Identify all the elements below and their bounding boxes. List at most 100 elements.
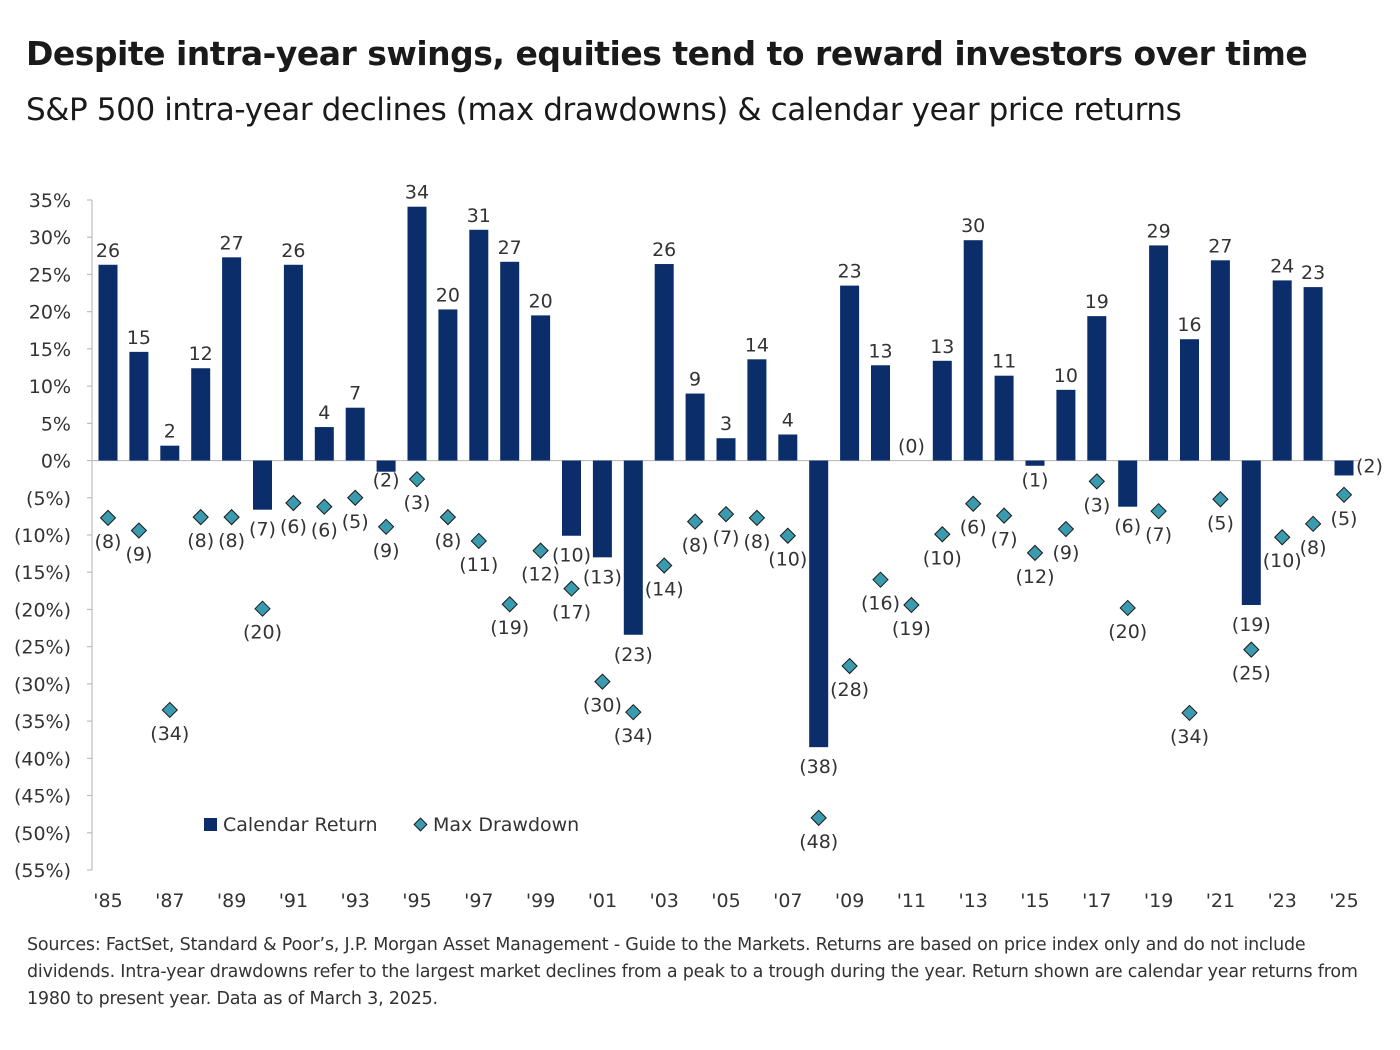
max-drawdown-marker xyxy=(1057,520,1075,538)
calendar-return-label: 10 xyxy=(1054,365,1078,387)
max-drawdown-marker xyxy=(964,495,982,512)
calendar-return-bar xyxy=(1210,260,1230,461)
max-drawdown-marker xyxy=(130,522,148,539)
calendar-return-bar xyxy=(129,351,149,461)
max-drawdown-marker xyxy=(934,526,951,543)
max-drawdown-marker xyxy=(1119,599,1136,617)
x-tick-label: '97 xyxy=(464,890,493,912)
x-tick-label: '11 xyxy=(897,890,926,912)
max-drawdown-label: (5) xyxy=(1207,512,1234,534)
max-drawdown-label: (10) xyxy=(768,549,807,571)
calendar-return-bar xyxy=(314,427,334,461)
calendar-return-label: 14 xyxy=(745,334,769,356)
y-tick-label: (5%) xyxy=(26,488,71,510)
y-tick-label: (15%) xyxy=(14,562,71,584)
y-tick-label: (25%) xyxy=(14,637,71,659)
calendar-return-label: 4 xyxy=(782,410,794,432)
max-drawdown-label: (48) xyxy=(799,831,838,853)
y-tick-label: (40%) xyxy=(14,748,71,770)
max-drawdown-label: (3) xyxy=(1083,494,1110,516)
calendar-return-label: 4 xyxy=(318,402,330,424)
max-drawdown-label: (12) xyxy=(1015,566,1054,588)
calendar-return-label: 26 xyxy=(652,239,676,261)
calendar-return-bar xyxy=(253,460,272,510)
max-drawdown-label: (30) xyxy=(583,695,622,717)
y-tick-label: 15% xyxy=(29,339,71,361)
max-drawdown-label: (34) xyxy=(614,725,653,747)
max-drawdown-label: (11) xyxy=(459,554,498,576)
y-tick-label: 30% xyxy=(29,227,71,249)
calendar-return-label: (10) xyxy=(552,545,591,567)
x-tick-label: '09 xyxy=(835,890,864,912)
calendar-return-bar xyxy=(1118,460,1138,507)
y-tick-label: (45%) xyxy=(14,786,71,808)
calendar-return-bar xyxy=(592,460,612,558)
max-drawdown-marker xyxy=(717,505,735,523)
max-drawdown-label: (34) xyxy=(1170,726,1209,748)
max-drawdown-label: (20) xyxy=(1108,621,1147,643)
calendar-return-bar xyxy=(1180,339,1199,461)
max-drawdown-label: (7) xyxy=(713,527,740,549)
calendar-return-label: 19 xyxy=(1085,291,1109,313)
max-drawdown-marker xyxy=(1026,544,1044,562)
max-drawdown-marker xyxy=(1243,641,1260,658)
calendar-return-bar xyxy=(654,264,674,461)
max-drawdown-label: (6) xyxy=(280,516,307,538)
x-tick-label: '21 xyxy=(1206,890,1235,912)
calendar-return-bar xyxy=(932,360,952,461)
calendar-return-label: 11 xyxy=(992,351,1016,373)
max-drawdown-marker xyxy=(192,508,209,526)
x-tick-label: '93 xyxy=(340,890,369,912)
max-drawdown-label: (8) xyxy=(187,530,214,552)
max-drawdown-marker xyxy=(594,673,611,690)
calendar-return-label: 20 xyxy=(529,290,553,312)
x-tick-label: '23 xyxy=(1267,890,1296,912)
max-drawdown-label: (10) xyxy=(923,547,962,569)
calendar-return-label: 34 xyxy=(405,182,429,204)
calendar-return-label: 12 xyxy=(189,343,213,365)
max-drawdown-label: (19) xyxy=(892,618,931,640)
max-drawdown-marker xyxy=(810,809,827,827)
x-axis: '85 '87 '89 '91 '93 '95 '97 '99 '01 '03 '05 '07 '09 '… xyxy=(92,459,1360,912)
x-tick-label: '15 xyxy=(1020,890,1049,912)
calendar-return-bar xyxy=(1272,280,1292,461)
calendar-return-bar xyxy=(1149,245,1169,461)
calendar-return-bar xyxy=(778,434,798,461)
max-drawdown-marker xyxy=(439,508,457,526)
y-tick-label: (10%) xyxy=(14,525,71,547)
max-drawdown-label: (8) xyxy=(218,530,245,552)
calendar-return-bar xyxy=(1056,389,1076,461)
calendar-return-label: 3 xyxy=(720,413,732,435)
calendar-return-label: 27 xyxy=(220,232,244,254)
max-drawdown-label: (6) xyxy=(960,517,987,539)
max-drawdown-label: (5) xyxy=(1331,508,1358,530)
legend-calendar-return-swatch xyxy=(204,818,217,831)
calendar-return-label: (6) xyxy=(1114,516,1141,538)
max-drawdown-marker xyxy=(748,509,766,527)
max-drawdown-marker xyxy=(346,489,364,506)
max-drawdown-label: (9) xyxy=(373,540,400,562)
calendar-return-label: 7 xyxy=(349,383,361,405)
calendar-return-bar xyxy=(438,309,458,461)
x-tick-label: '25 xyxy=(1329,890,1358,912)
calendar-return-label: 27 xyxy=(498,237,522,259)
max-drawdown-label: (8) xyxy=(95,531,122,553)
max-drawdown-marker xyxy=(532,542,549,559)
max-drawdown-marker xyxy=(1212,491,1229,508)
calendar-return-label: (23) xyxy=(614,644,653,666)
x-tick-label: '17 xyxy=(1082,890,1111,912)
calendar-return-label: (19) xyxy=(1232,614,1271,636)
calendar-return-label: (7) xyxy=(249,519,276,541)
calendar-return-label: 13 xyxy=(930,336,954,358)
x-tick-label: '91 xyxy=(279,890,308,912)
x-tick-label: '85 xyxy=(93,890,122,912)
max-drawdown-label: (8) xyxy=(1300,537,1327,559)
max-drawdown-label: (17) xyxy=(552,602,591,624)
max-drawdown-marker xyxy=(316,498,333,515)
max-drawdown-label: (25) xyxy=(1232,663,1271,685)
calendar-return-bar xyxy=(345,407,365,461)
calendar-return-bar xyxy=(531,315,551,461)
legend-max-drawdown-label: Max Drawdown xyxy=(433,814,579,836)
max-drawdown-label: (7) xyxy=(1145,524,1172,546)
calendar-return-bar xyxy=(716,438,736,461)
